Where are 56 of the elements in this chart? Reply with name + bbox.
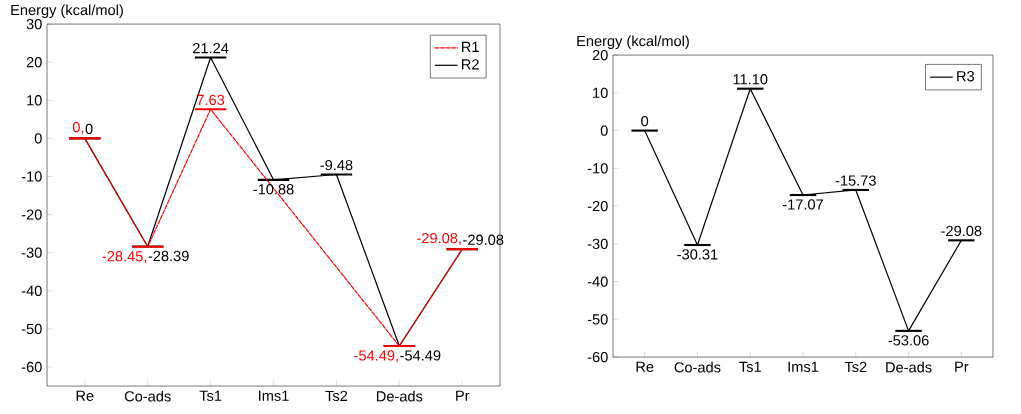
data-label: -9.48 [320, 159, 353, 171]
data-label: -15.73 [835, 175, 876, 186]
y-tick-label: -40 [21, 285, 42, 296]
x-tick-label: De-ads [886, 361, 932, 373]
y-tick-label: -50 [21, 323, 42, 335]
x-tick-label: Ts2 [844, 361, 867, 373]
y-tick-label: -20 [21, 209, 42, 220]
data-label: -54.49, [354, 350, 398, 363]
y-tick-label: -10 [21, 171, 42, 182]
y-tick-label: -40 [587, 276, 608, 287]
data-label: -54.49 [400, 350, 441, 361]
data-label: 21.24 [193, 42, 229, 54]
x-tick-label: Co-ads [674, 361, 721, 373]
x-tick-label: De-ads [376, 390, 423, 402]
y-tick-label: 10 [27, 95, 42, 106]
data-label: 0, [72, 122, 84, 135]
data-label: 0 [641, 115, 649, 127]
legend-label: R3 [957, 71, 975, 82]
data-label: -28.45, [102, 251, 147, 264]
x-tick-label: Re [636, 361, 654, 372]
x-tick-label: Ts1 [739, 361, 761, 372]
y-axis-title: Energy (kcal/mol) [11, 4, 123, 19]
data-label: -17.07 [782, 199, 823, 210]
y-tick-label: -30 [587, 238, 608, 249]
y-tick-label: -50 [587, 314, 608, 325]
y-tick-label: 20 [26, 56, 42, 68]
legend-label: R2 [462, 59, 479, 70]
x-tick-label: Re [76, 390, 94, 401]
y-tick-label: 0 [34, 133, 42, 144]
data-label: -53.06 [888, 335, 929, 346]
x-tick-label: Pr [456, 390, 470, 401]
data-label: -29.08 [941, 225, 982, 237]
y-tick-label: -10 [587, 163, 608, 174]
data-label: -30.31 [677, 249, 718, 260]
data-label: -29.08, [417, 232, 461, 245]
data-label: -28.39 [148, 250, 189, 262]
x-tick-label: Ims1 [259, 390, 289, 401]
y-tick-label: 10 [593, 87, 608, 98]
legend-label: R1 [462, 41, 479, 52]
data-label: -29.08 [463, 234, 504, 245]
y-tick-label: -60 [21, 361, 42, 373]
y-tick-label: 20 [592, 49, 608, 61]
x-tick-label: Pr [955, 361, 969, 372]
y-tick-label: -30 [21, 247, 42, 258]
x-tick-label: Ims1 [788, 361, 819, 372]
x-tick-label: Ts2 [325, 390, 348, 402]
x-tick-label: Ts1 [199, 390, 222, 401]
data-label: 11.10 [733, 74, 768, 85]
y-tick-label: -20 [587, 200, 608, 212]
y-tick-label: -60 [587, 351, 608, 363]
data-label: 7.63 [197, 94, 225, 106]
y-axis-title: Energy (kcal/mol) [577, 35, 689, 50]
y-tick-label: 30 [26, 18, 42, 30]
x-tick-label: Co-ads [124, 390, 171, 402]
data-label: 0 [85, 123, 93, 135]
y-tick-label: 0 [600, 125, 608, 136]
